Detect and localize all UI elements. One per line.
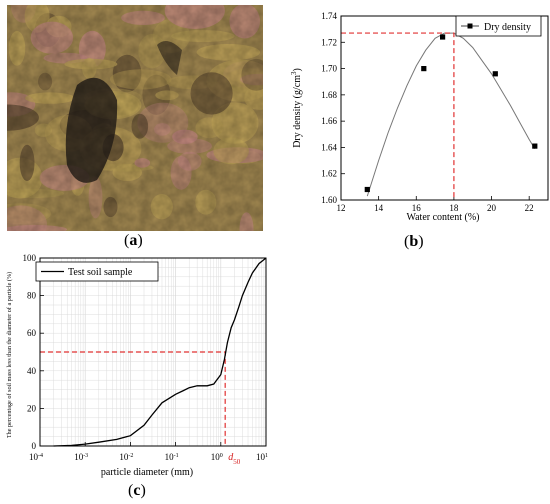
data-point <box>440 34 446 40</box>
dry-density-points <box>364 34 538 193</box>
legend-box <box>35 261 159 282</box>
panel-label-a: (a) <box>124 232 143 249</box>
y-tick-label: 1.62 <box>321 169 337 179</box>
grain-size-plot-frame <box>39 257 267 447</box>
data-point <box>532 143 538 149</box>
panel-label-b: (b) <box>404 233 424 250</box>
x-tick-label: 100 <box>211 452 223 462</box>
legend-square-marker <box>467 23 473 29</box>
grain-size-ticks: 10-4 10-3 10-2 10-1 100 101 0 20 40 60 80 100 <box>23 253 269 462</box>
y-tick-label: 1.70 <box>321 64 337 74</box>
d50-annotation: d50 <box>228 452 241 466</box>
grain-size-chart: 10-4 10-3 10-2 10-1 100 101 0 20 40 60 80 100 Test … <box>6 253 269 478</box>
x-axis-title: Water content (%) <box>406 212 479 223</box>
x-tick-label: 10-4 <box>29 452 43 462</box>
y-tick-label: 80 <box>27 291 37 301</box>
legend-label-dry-density: Dry density <box>484 22 531 33</box>
data-point <box>421 66 427 72</box>
soil-photo-drawing <box>7 5 263 231</box>
data-point <box>364 186 370 193</box>
y-tick-label: 20 <box>27 403 37 413</box>
y-tick-label: 1.64 <box>321 142 337 152</box>
y-axis-title: The percentage of soil mass less than th… <box>6 272 13 438</box>
x-axis-title: particle diameter (mm) <box>101 467 193 478</box>
y-tick-label: 1.60 <box>321 195 337 205</box>
dry-density-fit-curve <box>366 32 536 197</box>
x-tick-label: 14 <box>374 203 384 213</box>
y-tick-label: 1.68 <box>321 90 337 100</box>
x-tick-label: 16 <box>412 203 422 213</box>
x-tick-label: 22 <box>525 203 534 213</box>
dry-density-plot-frame <box>340 15 549 201</box>
y-axis-title: Dry density (g/cm3) <box>290 68 303 148</box>
grain-size-legend: Test soil sample <box>35 261 159 282</box>
dry-density-chart: 12 14 16 18 20 22 1.60 1.62 1.64 1.66 1.68 1.70 1.72… <box>290 11 549 223</box>
x-tick-label: 10-1 <box>165 452 179 462</box>
dry-density-legend: Dry density <box>455 15 542 37</box>
x-tick-label: 10-3 <box>74 452 88 462</box>
y-tick-label: 1.66 <box>321 116 337 126</box>
y-tick-label: 1.72 <box>321 37 337 47</box>
legend-label-test-soil: Test soil sample <box>68 267 133 278</box>
y-tick-label: 1.74 <box>321 11 337 21</box>
data-point <box>492 71 498 77</box>
panel-label-c: (c) <box>128 482 146 499</box>
x-tick-label: 101 <box>256 452 268 462</box>
soil-photo <box>7 5 263 231</box>
optimum-reference-line <box>341 32 455 200</box>
y-tick-label: 100 <box>23 253 37 263</box>
grading-curve <box>53 257 267 447</box>
legend-box <box>455 15 542 37</box>
x-tick-label: 18 <box>449 203 459 213</box>
x-tick-label: 12 <box>337 203 346 213</box>
y-tick-label: 60 <box>27 328 37 338</box>
dry-density-ticks: 12 14 16 18 20 22 1.60 1.62 1.64 1.66 1.68 1.70 1.72… <box>321 11 533 213</box>
x-tick-label: 10-2 <box>119 452 133 462</box>
y-tick-label: 0 <box>32 441 37 451</box>
y-tick-label: 40 <box>27 366 37 376</box>
x-tick-label: 20 <box>487 203 497 213</box>
